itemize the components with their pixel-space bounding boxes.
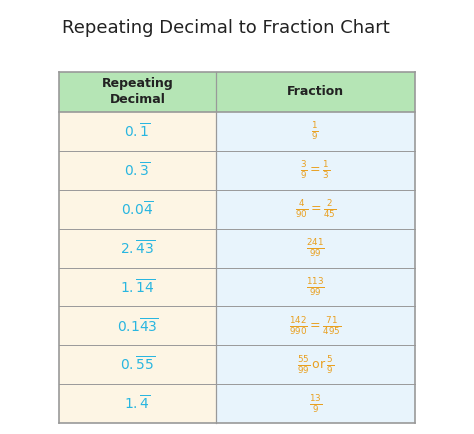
Text: $0.\overline{3}$: $0.\overline{3}$ bbox=[124, 161, 151, 180]
Bar bbox=[59, 268, 216, 306]
Bar bbox=[59, 229, 216, 268]
Bar bbox=[59, 190, 216, 229]
Bar bbox=[59, 112, 216, 151]
Bar bbox=[59, 345, 216, 384]
Text: $\frac{1}{9}$: $\frac{1}{9}$ bbox=[311, 121, 319, 142]
Bar bbox=[216, 151, 415, 190]
Text: $1.\overline{4}$: $1.\overline{4}$ bbox=[124, 395, 151, 413]
Text: $\frac{3}{9}=\frac{1}{3}$: $\frac{3}{9}=\frac{1}{3}$ bbox=[300, 159, 330, 181]
Bar bbox=[216, 190, 415, 229]
Text: Repeating Decimal to Fraction Chart: Repeating Decimal to Fraction Chart bbox=[62, 19, 389, 37]
Text: $\frac{55}{99}\,\mathrm{or}\,\frac{5}{9}$: $\frac{55}{99}\,\mathrm{or}\,\frac{5}{9}… bbox=[297, 354, 334, 376]
Text: Repeating
Decimal: Repeating Decimal bbox=[101, 77, 173, 106]
Text: $1.\overline{14}$: $1.\overline{14}$ bbox=[119, 278, 155, 296]
Bar bbox=[59, 306, 216, 345]
Text: $0.0\overline{4}$: $0.0\overline{4}$ bbox=[121, 200, 154, 218]
Text: $2.\overline{43}$: $2.\overline{43}$ bbox=[119, 239, 155, 257]
Text: $0.1\overline{43}$: $0.1\overline{43}$ bbox=[117, 317, 158, 335]
Bar bbox=[216, 72, 415, 112]
Text: $\frac{142}{990}=\frac{71}{495}$: $\frac{142}{990}=\frac{71}{495}$ bbox=[289, 315, 341, 337]
Bar bbox=[216, 306, 415, 345]
Text: $\frac{113}{99}$: $\frac{113}{99}$ bbox=[306, 276, 325, 298]
Text: $0.\overline{55}$: $0.\overline{55}$ bbox=[119, 356, 155, 374]
Bar bbox=[59, 384, 216, 423]
Bar bbox=[216, 229, 415, 268]
Text: $0.\overline{1}$: $0.\overline{1}$ bbox=[124, 122, 151, 141]
Text: Fraction: Fraction bbox=[287, 85, 344, 99]
Bar bbox=[59, 72, 216, 112]
Bar bbox=[59, 151, 216, 190]
Text: $\frac{13}{9}$: $\frac{13}{9}$ bbox=[309, 393, 322, 414]
Bar bbox=[216, 268, 415, 306]
Text: $\frac{4}{90}=\frac{2}{45}$: $\frac{4}{90}=\frac{2}{45}$ bbox=[295, 198, 336, 220]
Bar bbox=[216, 384, 415, 423]
Bar bbox=[216, 112, 415, 151]
Bar bbox=[216, 345, 415, 384]
Text: $\frac{241}{99}$: $\frac{241}{99}$ bbox=[306, 237, 325, 259]
